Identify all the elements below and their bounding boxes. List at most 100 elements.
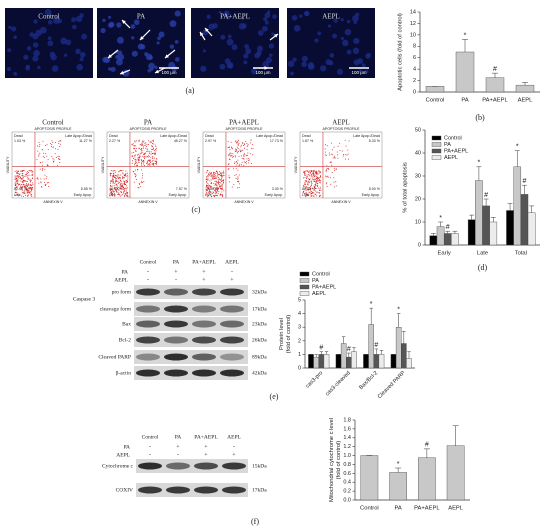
error-bar (490, 217, 496, 222)
event-dot (308, 191, 310, 193)
blot-band (166, 462, 190, 470)
significance-mark: # (493, 66, 497, 73)
event-dot (248, 157, 250, 159)
event-dot (29, 180, 31, 182)
event-dot (317, 172, 319, 174)
treatment-label: PA (121, 269, 128, 275)
event-dot (314, 174, 316, 176)
event-dot (215, 177, 217, 179)
event-dot (144, 142, 146, 144)
nucleus (244, 44, 250, 49)
event-dot (223, 175, 225, 177)
event-dot (135, 145, 137, 147)
event-dot (28, 189, 30, 191)
nucleus (264, 12, 271, 19)
event-dot (342, 153, 344, 155)
nucleus (145, 53, 153, 61)
event-dot (313, 186, 315, 188)
event-dot (154, 151, 156, 153)
event-dot (112, 170, 114, 172)
bar (323, 354, 330, 369)
event-dot (314, 187, 316, 189)
event-dot (335, 185, 337, 187)
event-dot (144, 156, 146, 158)
event-dot (230, 155, 232, 157)
event-dot (155, 145, 157, 147)
bar (363, 354, 369, 369)
event-dot (125, 175, 127, 177)
event-dot (152, 147, 154, 149)
event-dot (216, 171, 218, 173)
event-dot (238, 180, 240, 182)
nucleus (108, 22, 114, 28)
nucleus (327, 24, 332, 28)
error-bar (314, 354, 318, 358)
event-dot (310, 191, 312, 193)
event-dot (231, 186, 233, 188)
event-dot (22, 175, 24, 177)
event-dot (23, 192, 25, 194)
nucleus (8, 25, 12, 30)
event-dot (328, 152, 330, 154)
nucleus (47, 40, 54, 47)
event-dot (120, 185, 122, 187)
event-dot (305, 186, 307, 188)
size-label: 23kDa (252, 321, 267, 327)
nucleus (53, 17, 60, 24)
event-dot (28, 191, 30, 193)
y-axis-label: Protein level (279, 318, 285, 350)
event-dot (312, 169, 314, 171)
event-dot (149, 152, 151, 154)
nucleus (293, 24, 301, 32)
nucleus (32, 33, 39, 40)
event-dot (222, 179, 224, 181)
event-dot (243, 155, 245, 157)
event-dot (52, 158, 54, 160)
event-dot (304, 180, 306, 182)
event-dot (334, 157, 336, 159)
quadrant-label: Live (302, 193, 309, 197)
event-dot (28, 187, 30, 189)
event-dot (22, 195, 24, 197)
event-dot (23, 181, 25, 183)
event-dot (206, 196, 208, 198)
event-dot (113, 187, 115, 189)
bar (455, 51, 475, 93)
nucleus (117, 50, 123, 56)
error-bar (395, 467, 402, 473)
event-dot (231, 156, 233, 158)
bar (506, 210, 514, 246)
event-dot (119, 184, 121, 186)
event-dot (152, 159, 154, 161)
event-dot (217, 176, 219, 178)
event-dot (310, 171, 312, 173)
event-dot (239, 163, 241, 165)
event-dot (21, 186, 23, 188)
nucleus (131, 50, 138, 57)
event-dot (209, 173, 211, 175)
nucleus (337, 68, 344, 75)
blot-band (136, 369, 160, 377)
event-dot (210, 187, 212, 189)
event-dot (147, 140, 149, 142)
event-dot (237, 163, 239, 165)
bar (515, 84, 535, 93)
event-dot (19, 180, 21, 182)
event-dot (325, 170, 327, 172)
event-dot (236, 180, 238, 182)
bar (335, 354, 342, 369)
nucleus (263, 17, 268, 22)
bar (340, 343, 347, 369)
nucleus (200, 65, 207, 72)
treatment-label: AEPL (114, 277, 128, 283)
flow-title: PA (144, 119, 152, 127)
event-dot (237, 178, 239, 180)
event-dot (210, 181, 212, 183)
blot-band (220, 320, 244, 328)
event-dot (143, 181, 145, 183)
event-dot (210, 179, 212, 181)
nucleus (355, 12, 360, 17)
error-bar (529, 205, 535, 213)
significance-mark: * (397, 306, 400, 313)
event-dot (23, 183, 25, 185)
